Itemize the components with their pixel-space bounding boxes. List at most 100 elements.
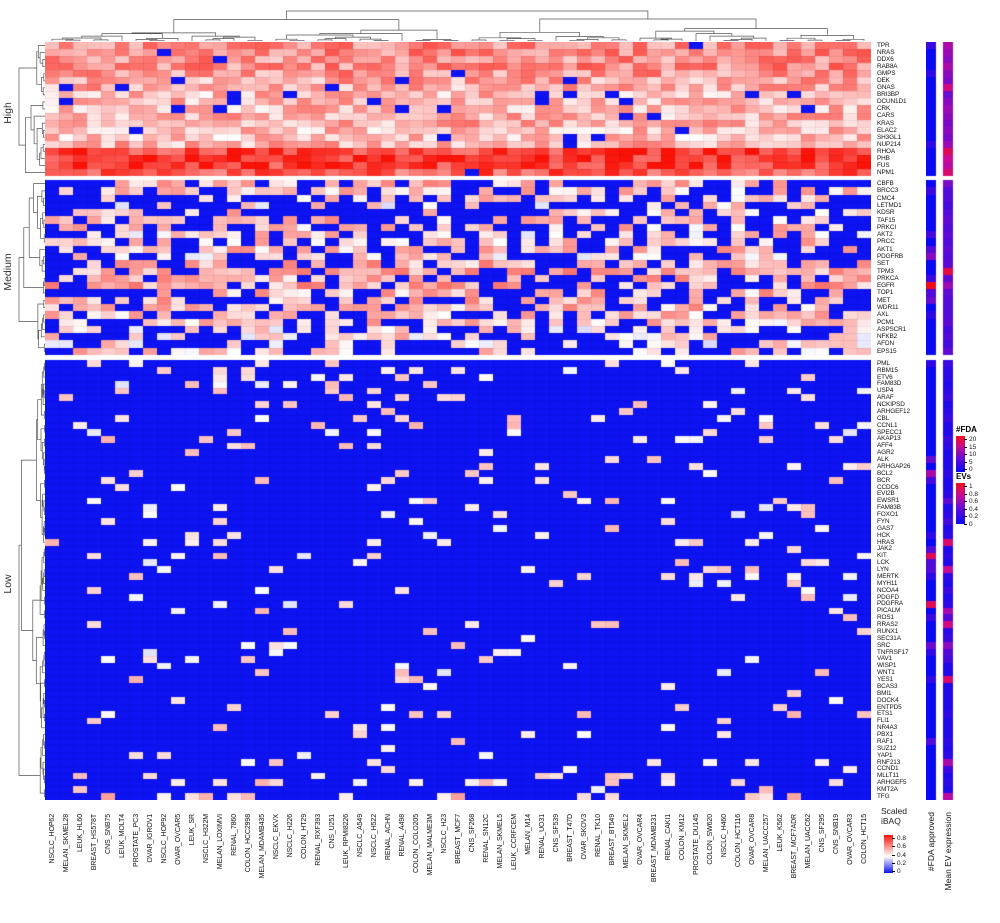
col-label-text: LEUK_K562 [776, 814, 784, 852]
row-label: AFDN [877, 340, 894, 348]
col-label-text: MELAN_UACC62 [804, 814, 812, 869]
row-label: MYH11 [877, 579, 898, 587]
row-label: TNFRSF17 [877, 648, 909, 656]
col-label-text: BREAST_MCF7ADR [790, 814, 798, 879]
row-label: CMC4 [877, 194, 895, 202]
row-label: PDGFD [877, 593, 899, 601]
row-label: RAB8A [877, 63, 898, 71]
row-group-label-text: Low [2, 574, 14, 594]
row-label: BCR [877, 476, 891, 484]
col-label-text: RENAL_TK10 [594, 814, 602, 857]
row-label: PHB [877, 154, 890, 162]
annotation-strips [926, 42, 954, 800]
col-label-text: RENAL_RXF393 [314, 814, 322, 866]
fda-tick-mark [964, 454, 967, 456]
row-label: EVI2B [877, 490, 895, 498]
row-label: FLI1 [877, 717, 890, 725]
row-label: DCUN1D1 [877, 98, 907, 106]
col-label-text: NSCLC_A549 [356, 814, 364, 857]
row-label: ROS1 [877, 614, 895, 622]
col-label-text: MELAN_UACC257 [762, 814, 770, 873]
col-label-text: LEUK_RPMI8226 [342, 814, 350, 868]
scaled-ibaq-tick-mark [892, 854, 895, 856]
row-label: ARHGAP26 [877, 462, 911, 470]
row-label: PCM1 [877, 318, 895, 326]
fda-tick-mark [964, 439, 967, 440]
row-label: NPM1 [877, 168, 895, 176]
scaled-ibaq-tick-label: 0.2 [897, 859, 907, 867]
scaled-ibaq-tick-label: 0.6 [897, 843, 907, 851]
scaled-ibaq-tick-label: 0 [897, 868, 901, 876]
row-label: KMT2A [877, 786, 898, 794]
row-label: BCL2 [877, 469, 893, 477]
row-label: HCK [877, 531, 891, 539]
row-label: FUS [877, 161, 890, 169]
row-label: KRAS [877, 119, 895, 127]
row-label: CCNL1 [877, 421, 898, 429]
col-label-text: BREAST_HS578T [90, 814, 98, 871]
row-label: SEC31A [877, 634, 901, 642]
row-label: NR4A3 [877, 724, 898, 732]
row-label: SET [877, 260, 890, 268]
evs-tick-mark [964, 486, 967, 487]
col-label-text: CNS_U251 [328, 814, 336, 849]
scaled-ibaq-tick-mark [892, 871, 895, 873]
row-label: CRK [877, 105, 891, 113]
evs-tick-label: 0.4 [969, 505, 979, 513]
row-label: BRI3BP [877, 91, 900, 99]
row-label: MLLT11 [877, 772, 899, 780]
col-label-text: RENAL_ACHN [384, 814, 392, 861]
row-label: LCK [877, 559, 890, 567]
col-label-text: RENAL_CAKI1 [664, 814, 672, 861]
col-label-text: OVAR_OVCAR5 [174, 814, 182, 865]
row-label: AKAP13 [877, 435, 901, 443]
row-label: EGFR [877, 282, 895, 290]
col-label-text: PROSTATE_DU145 [692, 814, 700, 875]
row-group-label-text: Medium [2, 252, 14, 291]
row-label: PICALM [877, 607, 901, 615]
row-label: AFF4 [877, 442, 893, 450]
col-label-text: NSCLC_H460 [720, 814, 728, 858]
row-label: CARS [877, 112, 895, 120]
row-label: DDX6 [877, 56, 894, 64]
row-dendrogram-path-high [18, 45, 45, 173]
row-label: ETV6 [877, 373, 893, 381]
col-label-text: OVAR_OVCAR8 [748, 814, 756, 865]
row-label: TPR [877, 41, 890, 49]
fda-tick-mark [964, 446, 967, 448]
row-label: GNAS [877, 84, 895, 92]
row-label: RBM15 [877, 366, 898, 374]
row-label: USP4 [877, 387, 894, 395]
row-label: DOCK4 [877, 696, 899, 704]
col-label-text: LEUK_MOLT4 [118, 814, 126, 858]
column-dendrogram-path [51, 10, 865, 41]
row-label: FAM83B [877, 504, 901, 512]
row-label: ALK [877, 456, 889, 464]
row-label: SH3GL1 [877, 133, 901, 141]
col-label-text: MELAN_M14 [524, 814, 532, 855]
row-label: JAK2 [877, 545, 892, 553]
evs-legend: EVs 1 0.8 0.6 0.4 0.2 0 [956, 472, 1000, 530]
evs-tick-mark [964, 493, 967, 495]
evs-tick-label: 0 [969, 521, 973, 528]
evs-legend-title: EVs [956, 472, 972, 481]
col-label-text: RENAL_A498 [398, 814, 406, 857]
row-label: CBL [877, 414, 890, 422]
scaled-ibaq-tick-mark [892, 846, 895, 848]
row-label: BMI1 [877, 689, 892, 697]
scaled-ibaq-legend: Scaled iBAQ 0.8 0.6 0.4 0.2 0 [881, 806, 951, 896]
col-label-text: LEUK_CCRFCEM [510, 814, 518, 870]
evs-tick-label: 0.2 [969, 513, 979, 521]
row-label: ARAF [877, 394, 894, 402]
row-label: RNF213 [877, 758, 901, 766]
col-label-text: OVAR_SKOV3 [580, 814, 588, 860]
row-label: BRCC3 [877, 187, 899, 195]
row-label: PRKCI [877, 223, 897, 231]
col-label-text: OVAR_OVCAR4 [636, 814, 644, 865]
row-group-label-text: High [2, 102, 14, 124]
evs-tick-label: 0.8 [969, 490, 979, 498]
col-label-text: BREAST_BT549 [608, 814, 616, 866]
row-label: VAV1 [877, 655, 892, 663]
row-label: RRAS2 [877, 621, 898, 629]
evs-tick-label: 0.6 [969, 498, 979, 506]
